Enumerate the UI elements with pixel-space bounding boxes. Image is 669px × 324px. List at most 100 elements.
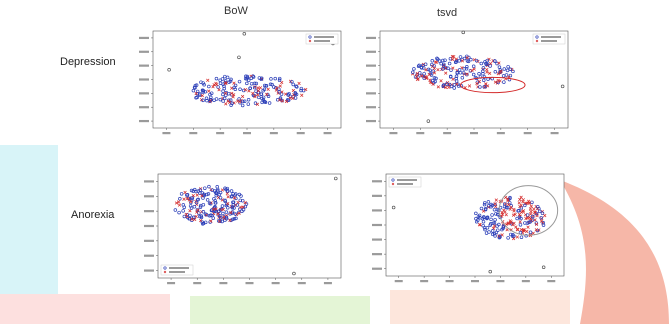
data-point-x (176, 200, 181, 204)
data-point-circle (489, 217, 493, 222)
data-point-x (521, 200, 525, 204)
data-point-x (297, 81, 301, 86)
data-point-circle (447, 61, 452, 66)
data-point-x (414, 74, 419, 78)
data-point-circle (224, 215, 229, 220)
data-point-circle (481, 219, 486, 224)
x-tick-label-blur (471, 280, 479, 283)
data-point-x (288, 96, 292, 100)
data-point-x (492, 224, 497, 228)
data-point-circle (432, 76, 437, 80)
data-point-circle (201, 202, 206, 207)
legend-marker-circle (308, 35, 312, 39)
plot-frame (379, 30, 569, 129)
data-point-circle (231, 192, 235, 196)
data-point-circle (246, 78, 251, 83)
x-tick-label-blur (547, 280, 556, 283)
data-point-circle (241, 99, 245, 104)
data-point-circle (540, 211, 545, 216)
data-point-x (494, 198, 498, 202)
data-point-x (444, 85, 448, 90)
data-point-circle (245, 74, 250, 79)
data-point-circle (230, 217, 235, 222)
data-point-circle (457, 59, 461, 63)
data-point-x (521, 209, 525, 214)
data-point-circle (188, 213, 192, 218)
data-point-x (525, 216, 530, 220)
data-point-x (194, 91, 198, 96)
data-point-circle (233, 87, 238, 91)
data-point-circle (251, 75, 256, 79)
y-tick-label-blur (139, 106, 149, 109)
data-point-circle (237, 79, 242, 84)
data-point-x (225, 192, 229, 196)
data-point-circle (502, 204, 507, 209)
data-point-circle (530, 214, 535, 219)
data-point-x (424, 68, 428, 72)
data-point-circle (518, 223, 523, 227)
data-point-x (427, 72, 431, 77)
data-point-x (439, 79, 443, 83)
data-point-circle (481, 72, 485, 76)
data-point-x (304, 87, 308, 92)
y-tick-label-blur (139, 50, 149, 53)
y-tick-label-blur (144, 180, 154, 183)
data-point-circle (277, 90, 282, 94)
legend-label-blur (314, 40, 330, 42)
data-point-x (185, 196, 189, 201)
data-point-x (243, 200, 247, 205)
data-point-x (528, 212, 533, 216)
data-point-circle (465, 64, 469, 69)
data-point-circle (510, 234, 515, 238)
data-point-x (195, 193, 199, 197)
data-point-circle (259, 77, 264, 82)
data-point-circle (182, 214, 187, 219)
data-point-x (526, 201, 530, 205)
data-point-x (228, 218, 232, 222)
y-tick-label-blur (144, 210, 154, 213)
data-point-circle (268, 82, 273, 87)
data-point-x (484, 82, 488, 86)
data-point-circle (498, 235, 502, 239)
data-point-circle (238, 207, 242, 211)
data-point-circle (262, 87, 267, 92)
data-point-circle (285, 98, 290, 102)
data-point-circle (484, 231, 489, 235)
data-point-circle (218, 216, 223, 220)
data-point-circle (481, 66, 486, 70)
data-point-circle (228, 79, 233, 83)
y-tick-label-blur (366, 78, 376, 81)
data-point-x (465, 56, 469, 60)
data-point-x (232, 196, 237, 200)
data-point-x (275, 86, 279, 90)
data-point-x (433, 60, 438, 64)
data-point-circle (493, 202, 497, 207)
data-point-x (543, 213, 547, 218)
data-point-circle (254, 81, 259, 86)
data-point-circle (428, 68, 432, 72)
data-point-circle (506, 64, 510, 69)
legend-label-blur (169, 271, 185, 273)
data-point-circle (508, 67, 513, 71)
scatter-panel-depression-tsvd (362, 27, 572, 140)
data-point-circle (539, 215, 543, 220)
legend-box (532, 33, 566, 45)
data-point-x (278, 98, 282, 102)
data-point-x (500, 214, 504, 218)
outlier-point (560, 84, 565, 89)
data-point-circle (534, 211, 539, 216)
y-tick-label-blur (372, 223, 382, 227)
outlier-point (426, 119, 431, 123)
data-point-x (512, 209, 516, 213)
data-point-x (460, 66, 464, 70)
data-point-x (182, 197, 186, 201)
data-point-circle (299, 88, 303, 93)
data-point-circle (220, 219, 224, 224)
data-point-circle (181, 209, 185, 213)
y-tick-label-blur (366, 50, 376, 53)
y-tick-label-blur (144, 254, 154, 257)
data-point-x (209, 219, 213, 223)
data-point-circle (528, 219, 532, 224)
data-point-x (174, 201, 179, 205)
data-point-x (454, 57, 458, 61)
